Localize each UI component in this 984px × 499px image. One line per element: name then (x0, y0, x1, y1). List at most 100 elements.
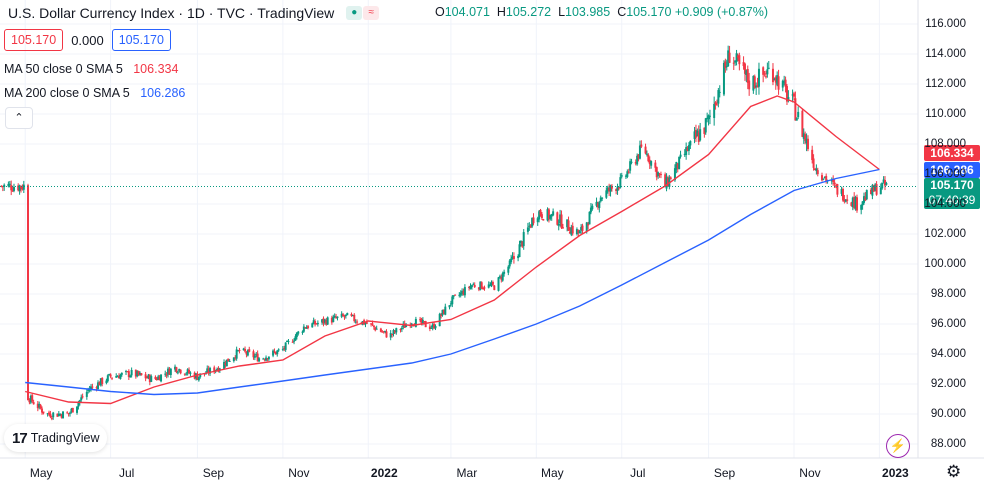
candle-body (223, 361, 226, 369)
candle-body (403, 323, 406, 328)
last-price-value: 105.170 (930, 178, 974, 192)
candle-body (97, 382, 100, 389)
price-tick-label: 94.000 (930, 348, 966, 360)
candle-body (52, 412, 55, 418)
candle-body (540, 214, 543, 219)
eye-icon[interactable]: ● (346, 6, 363, 20)
candle-body (421, 320, 424, 324)
ma200-line (25, 168, 880, 396)
candle-body (146, 377, 149, 379)
candle-body (823, 176, 826, 178)
gear-icon[interactable]: ⚙ (946, 462, 962, 481)
candle-body (302, 326, 305, 332)
candle-body (735, 53, 738, 62)
candle-body (843, 199, 846, 202)
candle-body (797, 111, 800, 118)
candle-body (792, 93, 795, 97)
price-tick-label: 112.000 (925, 78, 966, 90)
candle-body (332, 316, 335, 323)
candle-body (147, 374, 150, 379)
candle-body (801, 110, 804, 137)
ma50-legend[interactable]: MA 50 close 0 SMA 5 106.334 (4, 62, 178, 76)
candle-body (10, 185, 13, 191)
candle-body (854, 197, 857, 209)
candle-body (314, 321, 317, 325)
candle-body (763, 73, 766, 75)
candle-body (370, 323, 373, 325)
candle-body (71, 407, 74, 413)
candle-body (130, 369, 133, 376)
tradingview-logo[interactable]: 17 TradingView (4, 424, 108, 452)
candle-body (297, 331, 300, 334)
candle-body (675, 161, 678, 170)
wave-icon[interactable]: ≈ (363, 6, 380, 20)
last-price-tag: 105.170 07:40:39 (924, 178, 980, 209)
candle-body (577, 229, 580, 234)
candle-body (508, 260, 511, 267)
candle-body (570, 227, 573, 235)
candlesticks (0, 45, 888, 421)
candle-body (521, 241, 524, 247)
candle-body (59, 414, 62, 416)
candle-body (160, 374, 163, 382)
ma50-line (25, 95, 880, 405)
candle-body (487, 284, 490, 288)
candle-body (556, 212, 559, 225)
symbol-title[interactable]: U.S. Dollar Currency Index · 1D · TVC · … (8, 5, 335, 21)
candle-body (134, 369, 137, 377)
candle-body (62, 411, 65, 419)
candle-body (704, 118, 707, 133)
candle-body (125, 371, 128, 373)
candle-body (589, 207, 592, 213)
candle-body (127, 371, 130, 377)
candle-body (885, 183, 888, 185)
candle-body (393, 330, 396, 333)
candle-body (67, 413, 70, 415)
candle-body (336, 316, 339, 318)
last-price-box-2[interactable]: 105.170 (111, 29, 171, 51)
candle-body (433, 323, 436, 329)
candle-body (538, 211, 541, 220)
collapse-legend-button[interactable]: ⌃ (5, 107, 33, 129)
candle-body (266, 358, 269, 360)
candle-body (371, 323, 374, 325)
candle-body (216, 369, 219, 371)
candle-body (722, 62, 725, 95)
candle-body (381, 331, 384, 333)
candle-body (364, 323, 367, 325)
price-tick-label: 92.000 (930, 378, 966, 390)
lightning-icon[interactable]: ⚡ (886, 434, 910, 458)
candle-body (531, 217, 534, 227)
candle-body (140, 373, 143, 376)
candle-body (708, 115, 711, 117)
candle-body (126, 371, 129, 373)
candle-body (816, 170, 819, 175)
chevron-up-icon: ⌃ (14, 112, 24, 124)
candle-body (116, 376, 119, 378)
candle-body (491, 281, 494, 285)
candle-body (242, 348, 245, 351)
candle-body (490, 282, 493, 286)
ma200-price-tag: 106.286 (924, 162, 980, 178)
ma200-legend[interactable]: MA 200 close 0 SMA 5 106.286 (4, 86, 185, 100)
candle-body (568, 231, 571, 234)
candle-body (258, 358, 261, 362)
candle-body (235, 349, 238, 359)
candle-body (745, 70, 748, 75)
last-price-box[interactable]: 105.170 (4, 29, 64, 51)
candle-body (757, 68, 760, 87)
candle-body (742, 62, 745, 67)
candle-body (0, 185, 3, 187)
candle-body (185, 373, 188, 375)
candle-body (272, 350, 275, 356)
candle-body (335, 316, 338, 319)
candle-body (620, 175, 623, 177)
candle-body (99, 378, 102, 386)
candle-body (232, 357, 235, 362)
candle-body (781, 80, 784, 88)
visibility-badges[interactable]: ● ≈ (346, 6, 380, 20)
candle-body (321, 319, 324, 323)
candle-body (372, 325, 375, 328)
candle-body (405, 325, 408, 328)
